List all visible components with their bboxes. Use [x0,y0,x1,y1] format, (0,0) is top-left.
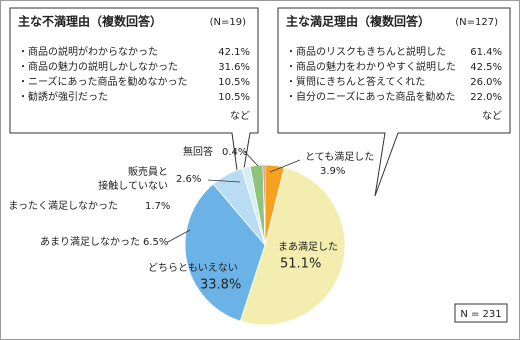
reason-value: 61.4% [470,47,502,58]
leader-line [167,229,191,243]
slice-label: とても満足した [305,151,374,163]
reason-label: ・自分のニーズにあった商品を勧めた [286,90,456,103]
slice-value: 3.9% [320,166,345,177]
reason-label: ・商品のリスクもきちんと説明した [286,45,446,58]
callout-box [9,7,259,193]
slice-label: 無回答 [183,145,213,158]
reason-label: ・質問にきちんと答えてくれた [286,75,425,88]
reason-label: ・商品の魅力をわかりやすく説明した [286,60,456,73]
callout-box [277,7,511,197]
callout-footnote: など [482,110,502,122]
slice-value: 2.6% [176,174,201,185]
reason-value: 10.5% [218,92,250,103]
slice-label: まあ満足した [278,241,338,253]
callout-title: 主な不満理由（複数回答） [18,14,162,29]
pie-slice [239,166,346,326]
pie-slice [184,183,266,322]
slice-label: まったく満足しなかった [8,200,118,212]
note: N = 231 [460,309,501,320]
slice-value: 0.4% [222,147,247,158]
reason-value: 26.0% [470,77,502,88]
callout-title: 主な満足理由（複数回答） [286,14,430,29]
reason-label: ・商品の魅力の説明しかしなかった [18,60,178,73]
reason-label: ・商品の説明がわからなかった [18,45,158,58]
reason-label: ・ニーズにあった商品を勧めなかった [18,75,188,88]
slice-value: 6.5% [143,237,168,248]
slice-value: 1.7% [145,201,170,212]
reason-value: 22.0% [470,92,502,103]
slice-label: 販売員と接触していない [98,165,168,192]
callout-n: (N=127) [455,17,498,28]
reason-value: 31.6% [218,62,250,73]
leader-line [269,159,301,173]
slice-label: あまり満足しなかった [40,236,140,248]
reason-label: ・勧誘が強引だった [18,90,108,103]
reason-value: 10.5% [218,77,250,88]
note-box [454,303,508,323]
leader-line [244,151,259,167]
leader-line [207,179,241,183]
reason-value: 42.5% [470,62,502,73]
reason-value: 42.1% [218,47,250,58]
slice-value: 33.8% [200,278,241,293]
slice-label: どちらともいえない [148,262,238,274]
slice-value: 51.1% [280,257,321,272]
callout-n: (N=19) [210,17,246,28]
callout-footnote: など [230,110,250,122]
pie-slice [262,164,266,246]
